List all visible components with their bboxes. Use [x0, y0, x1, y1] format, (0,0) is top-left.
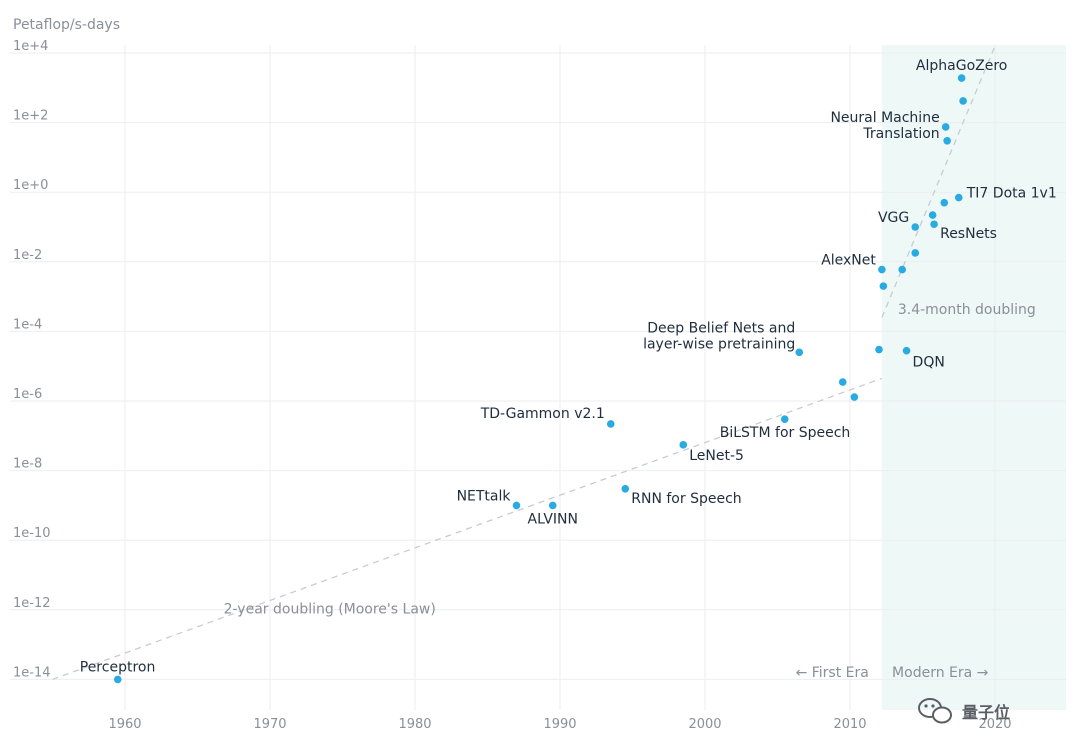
y-axis-label: Petaflop/s-days [13, 17, 120, 33]
data-points [113, 74, 967, 684]
modern-era-shade [881, 45, 1066, 710]
point-label: NETtalk [457, 488, 512, 504]
point-label: Neural Machine Translation [830, 110, 939, 142]
data-point [795, 348, 804, 357]
data-point [940, 198, 949, 207]
data-point [941, 123, 950, 131]
watermark-text: 量子位 [962, 703, 1010, 722]
data-point [898, 265, 906, 274]
trend-lines [52, 45, 996, 681]
data-point [780, 415, 789, 423]
data-point [930, 220, 938, 229]
y-tick-label: 1e+0 [13, 178, 48, 193]
data-point [902, 346, 911, 355]
y-tick-label: 1e-2 [13, 248, 42, 263]
data-point [911, 249, 920, 257]
point-label: Perceptron [80, 659, 156, 675]
point-label: AlphaGoZero [916, 58, 1007, 74]
y-tick-label: 1e-4 [13, 317, 42, 332]
trend-annotation: 3.4-month doubling [898, 302, 1036, 318]
point-label-line: Translation [862, 126, 939, 142]
data-point [959, 97, 967, 105]
data-point [957, 74, 966, 82]
point-label: LeNet-5 [689, 448, 744, 464]
wechat-icon [918, 698, 952, 724]
grid [10, 45, 1066, 710]
x-tick-label: 1980 [398, 717, 431, 732]
data-point [878, 265, 886, 274]
point-label-line: Deep Belief Nets and [647, 320, 795, 336]
data-point [954, 193, 963, 202]
point-label: AlexNet [821, 253, 876, 269]
era-label: Modern Era → [892, 665, 989, 681]
y-tick-label: 1e-6 [13, 387, 42, 402]
data-point [911, 223, 920, 231]
point-label: BiLSTM for Speech [720, 425, 851, 441]
data-point [943, 136, 951, 145]
data-point [113, 675, 122, 684]
annotations: 2-year doubling (Moore's Law) 3.4-month d… [224, 302, 1036, 681]
point-label: VGG [878, 210, 909, 226]
point-label-line: Neural Machine [830, 110, 939, 126]
point-label: TI7 Dota 1v1 [966, 186, 1057, 202]
x-tick-label: 2010 [833, 717, 866, 732]
point-label: ALVINN [528, 511, 579, 527]
y-tick-label: 1e-12 [13, 596, 51, 611]
watermark: 量子位 [918, 698, 1010, 724]
x-tick-label: 1990 [543, 717, 576, 732]
data-point [850, 393, 859, 401]
y-tick-label: 1e+4 [13, 39, 48, 54]
y-tick-label: 1e-10 [13, 526, 51, 541]
x-tick-label: 1970 [253, 717, 286, 732]
data-point [606, 420, 615, 428]
point-label: TD-Gammon v2.1 [480, 406, 605, 422]
point-label: DQN [913, 355, 945, 371]
point-label: ResNets [940, 226, 997, 242]
point-labels: Perceptron NETtalk ALVINN TD-Gammon v2.1 RNN… [80, 58, 1057, 675]
y-tick-label: 1e+2 [13, 109, 48, 124]
y-tick-label: 1e-14 [13, 665, 51, 680]
era-label: ← First Era [796, 665, 869, 681]
point-label: RNN for Speech [631, 491, 741, 507]
data-point [512, 501, 521, 510]
data-point [838, 378, 847, 386]
x-tick-label: 2020 [978, 717, 1011, 732]
y-tick-label: 1e-8 [13, 457, 42, 472]
point-label-line: layer-wise pretraining [643, 336, 795, 352]
x-tick-label: 1960 [108, 717, 141, 732]
data-point [621, 484, 630, 493]
trend-annotation: 2-year doubling (Moore's Law) [224, 601, 436, 617]
trend-line [52, 377, 883, 681]
x-tick-label: 2000 [688, 717, 721, 732]
axis-ticks: 1960 1970 1980 1990 2000 2010 2020 1e+4 1e+2 1e+0… [13, 39, 1012, 732]
data-point [875, 345, 883, 354]
data-point [679, 441, 688, 449]
point-label: Deep Belief Nets and layer-wise pretraini… [643, 320, 795, 352]
data-point [879, 282, 888, 290]
data-point [548, 501, 557, 510]
data-point [928, 211, 937, 219]
